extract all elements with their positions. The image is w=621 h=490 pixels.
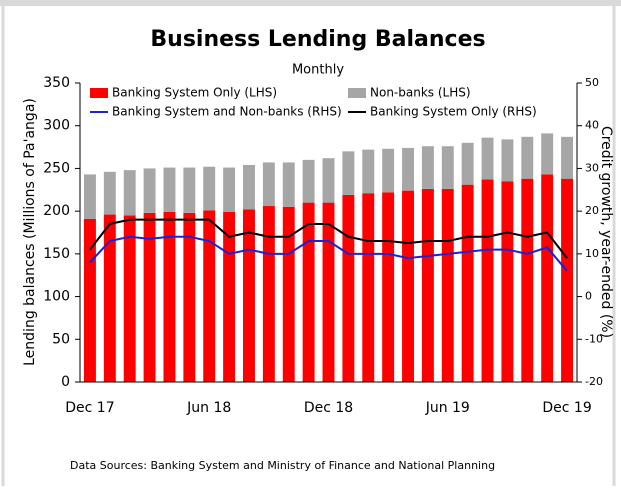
bar: [143, 168, 156, 213]
y2-tick-label: 0: [585, 290, 592, 303]
line-series: [89, 218, 568, 259]
bar: [541, 133, 554, 175]
bar: [103, 171, 116, 215]
bar: [441, 188, 454, 382]
bar: [561, 136, 574, 179]
bar: [83, 174, 96, 219]
bar: [243, 165, 255, 210]
bar: [441, 146, 454, 189]
bar: [123, 170, 136, 216]
y-tick-label: 200: [43, 203, 70, 219]
bar: [342, 151, 355, 195]
bar: [203, 166, 216, 211]
line-series: [89, 235, 568, 272]
y-tick-label: 300: [43, 118, 70, 134]
bar: [521, 178, 534, 382]
y2-tick-label: 40: [585, 119, 599, 132]
bar: [163, 211, 176, 382]
bar: [83, 218, 96, 382]
y-tick-label: 0: [61, 374, 70, 390]
source-note: Data Sources: Banking System and Ministr…: [70, 459, 495, 472]
legend-swatch: [348, 88, 366, 98]
y2-tick-label: 20: [585, 204, 599, 217]
bar: [382, 192, 395, 382]
legend-label: Banking System Only (RHS): [370, 105, 537, 119]
bar: [342, 194, 355, 382]
bar: [282, 206, 295, 382]
bar: [223, 211, 236, 382]
bar: [382, 148, 395, 193]
y2-tick-label: 30: [585, 161, 599, 174]
bar: [421, 188, 434, 382]
legend-label: Non-banks (LHS): [370, 86, 471, 100]
bar: [501, 139, 514, 182]
y-tick-label: 350: [43, 75, 70, 91]
y2-tick-label: 10: [585, 247, 599, 260]
y-axis-label: Lending balances (Millions of Pa'anga): [22, 98, 38, 366]
bar: [501, 181, 514, 382]
chart-subtitle: Monthly: [292, 63, 344, 78]
bar: [521, 136, 534, 179]
x-tick-label: Dec 18: [304, 400, 353, 416]
y2-tick-label: -20: [585, 375, 603, 388]
bar: [262, 206, 275, 382]
legend-label: Banking System Only (LHS): [112, 86, 277, 100]
bar: [262, 162, 275, 207]
bar: [123, 215, 136, 382]
bar: [461, 184, 474, 382]
y-tick-label: 250: [43, 160, 70, 176]
bar: [402, 190, 414, 382]
bar: [481, 137, 494, 180]
bar: [322, 202, 335, 382]
bar: [163, 167, 176, 212]
chart-title: Business Lending Balances: [150, 27, 485, 52]
bar: [282, 162, 295, 207]
x-tick-label: Jun 19: [425, 400, 470, 416]
y2-axis-label: Credit growth, year-ended (%): [598, 126, 614, 338]
x-tick-label: Jun 18: [186, 400, 231, 416]
bar: [183, 212, 196, 382]
top-border: [0, 0, 621, 6]
bar: [223, 167, 236, 212]
bar: [243, 209, 255, 382]
y-tick-label: 150: [43, 246, 70, 262]
y2-tick-label: -10: [585, 332, 603, 345]
bar: [561, 178, 574, 382]
bar: [322, 158, 335, 203]
bar: [362, 149, 375, 194]
legend-swatch: [90, 88, 108, 98]
bar: [402, 147, 414, 191]
bar: [302, 159, 315, 203]
bar: [103, 214, 116, 382]
y-tick-label: 50: [52, 331, 70, 347]
bar: [203, 210, 216, 382]
bar: [421, 146, 434, 189]
x-tick-label: Dec 19: [542, 400, 591, 416]
y2-tick-label: 50: [585, 76, 599, 89]
bar: [302, 202, 315, 382]
bar: [541, 174, 554, 382]
bar: [461, 142, 474, 185]
y-tick-label: 100: [43, 289, 70, 305]
bar: [481, 179, 494, 382]
legend-label: Banking System and Non-banks (RHS): [112, 105, 342, 119]
bar: [362, 193, 375, 382]
x-tick-label: Dec 17: [65, 400, 114, 416]
bar: [143, 212, 156, 382]
bar: [183, 167, 196, 213]
